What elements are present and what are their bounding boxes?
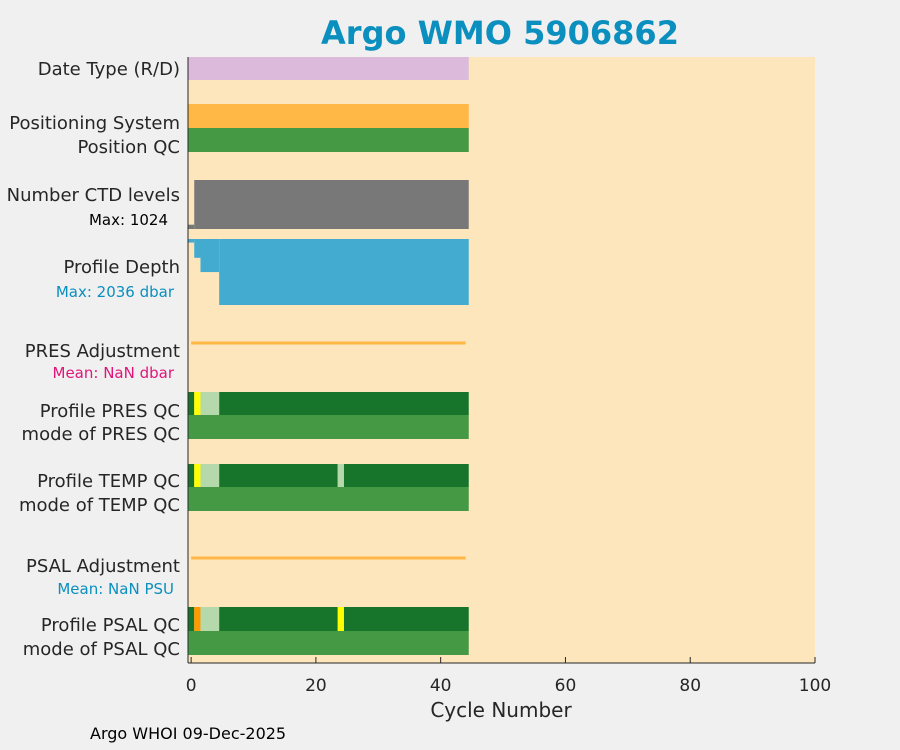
row-8-marks (188, 464, 469, 487)
x-tick-label-5: 100 (799, 676, 831, 696)
x-tick-label-0: 0 (186, 676, 197, 696)
bar-0 (188, 57, 469, 80)
row-11-marks (188, 607, 469, 631)
chart-title: Argo WMO 5906862 (321, 14, 679, 52)
row-7-marks (188, 415, 469, 439)
qc-segment-8-5 (343, 464, 469, 487)
depth-step-1 (194, 239, 201, 258)
qc-segment-11-5 (343, 607, 469, 631)
ctd-bar-cycle-0 (188, 224, 195, 229)
row-9-marks (188, 487, 469, 511)
row-label-4: Profile Depth (63, 257, 180, 278)
qc-segment-11-1 (194, 607, 201, 631)
qc-segment-6-1 (194, 392, 201, 415)
x-tick-label-3: 60 (555, 676, 577, 696)
row-label-7: mode of PRES QC (22, 424, 180, 445)
qc-segment-8-3 (219, 464, 338, 487)
row-6-marks (188, 392, 469, 415)
plot-area (188, 57, 815, 663)
row-label-12: mode of PSAL QC (23, 639, 180, 660)
qc-segment-8-4 (337, 464, 344, 487)
qc-segment-6-3 (219, 392, 469, 415)
x-axis-label: Cycle Number (430, 698, 572, 722)
row-1-marks (188, 104, 469, 128)
row-label-8: Profile TEMP QC (37, 471, 180, 492)
bar-7 (188, 415, 469, 439)
row-label-1: Positioning System (9, 113, 180, 134)
row-sublabel-4: Max: 2036 dbar (56, 283, 175, 301)
qc-segment-11-3 (219, 607, 338, 631)
row-label-5: PRES Adjustment (25, 341, 180, 362)
qc-segment-8-0 (188, 464, 195, 487)
depth-step-0 (188, 239, 195, 243)
ctd-bar-main (194, 180, 469, 229)
bar-1 (188, 104, 469, 128)
row-sublabel-5: Mean: NaN dbar (53, 364, 175, 382)
row-label-6: Profile PRES QC (40, 401, 180, 422)
row-4-marks (188, 239, 469, 305)
depth-step-3 (219, 239, 469, 305)
row-label-2: Position QC (77, 137, 180, 158)
row-label-3: Number CTD levels (7, 185, 180, 206)
row-sublabel-3: Max: 1024 (89, 211, 168, 229)
footer-text: Argo WHOI 09-Dec-2025 (90, 724, 287, 743)
bar-12 (188, 631, 469, 655)
row-sublabel-10: Mean: NaN PSU (57, 580, 174, 598)
qc-segment-6-2 (200, 392, 220, 415)
bar-2 (188, 128, 469, 152)
qc-segment-11-4 (337, 607, 344, 631)
row-label-10: PSAL Adjustment (26, 556, 180, 577)
qc-segment-11-2 (200, 607, 220, 631)
row-0-marks (188, 57, 469, 80)
qc-segment-11-0 (188, 607, 195, 631)
row-label-9: mode of TEMP QC (19, 495, 180, 516)
row-12-marks (188, 631, 469, 655)
row-3-marks (188, 180, 469, 229)
qc-segment-8-2 (200, 464, 220, 487)
x-tick-label-1: 20 (305, 676, 327, 696)
depth-step-2 (200, 239, 220, 273)
qc-segment-6-0 (188, 392, 195, 415)
row-label-11: Profile PSAL QC (41, 615, 180, 636)
x-tick-label-4: 80 (679, 676, 701, 696)
bar-9 (188, 487, 469, 511)
x-tick-label-2: 40 (430, 676, 452, 696)
row-label-0: Date Type (R/D) (38, 59, 180, 80)
row-2-marks (188, 128, 469, 152)
qc-segment-8-1 (194, 464, 201, 487)
